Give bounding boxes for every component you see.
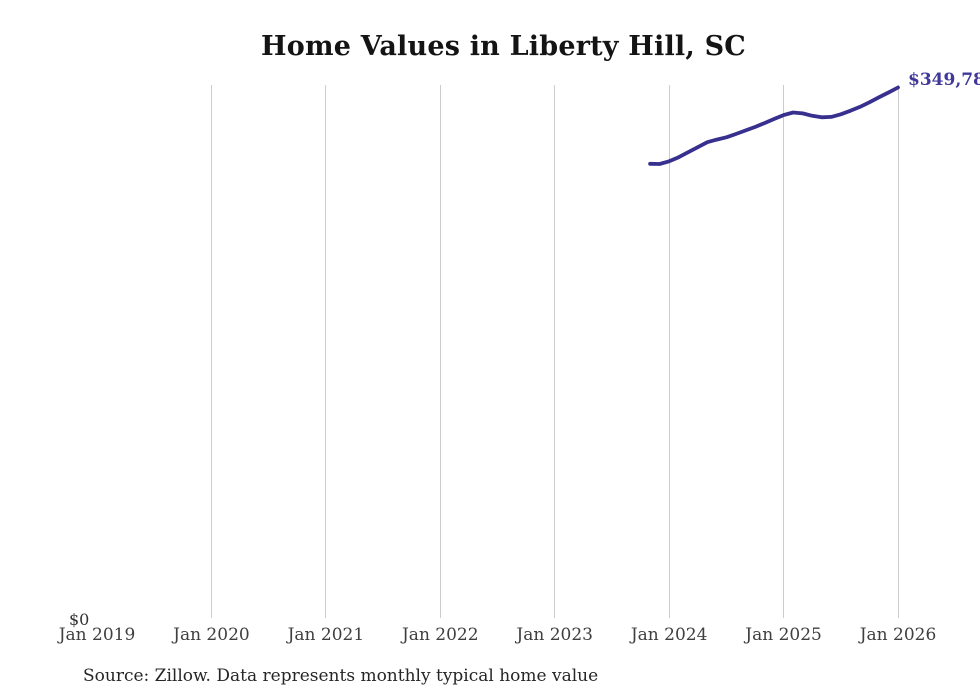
x-axis-tick-label: Jan 2021 [287,625,365,645]
gridline [554,85,556,618]
gridline [210,85,212,618]
x-axis-tick-label: Jan 2019 [58,625,136,645]
gridline [325,85,327,618]
x-axis-tick-label: Jan 2025 [745,625,822,645]
end-value-label: $349,788 [908,70,980,90]
source-note: Source: Zillow. Data represents monthly … [83,666,599,686]
home-value-line [648,85,900,166]
y-axis-zero-label: $0 [69,610,90,629]
gridline [439,85,441,618]
x-axis-tick-label: Jan 2023 [516,625,594,645]
x-axis-tick-label: Jan 2024 [630,625,708,645]
x-axis-tick-label: Jan 2020 [173,625,250,645]
x-axis-tick-label: Jan 2022 [401,625,479,645]
gridline [897,85,899,618]
x-axis-tick-label: Jan 2026 [859,625,937,645]
gridline [668,85,670,618]
gridline [783,85,785,618]
chart-title: Home Values in Liberty Hill, SC [261,31,746,62]
